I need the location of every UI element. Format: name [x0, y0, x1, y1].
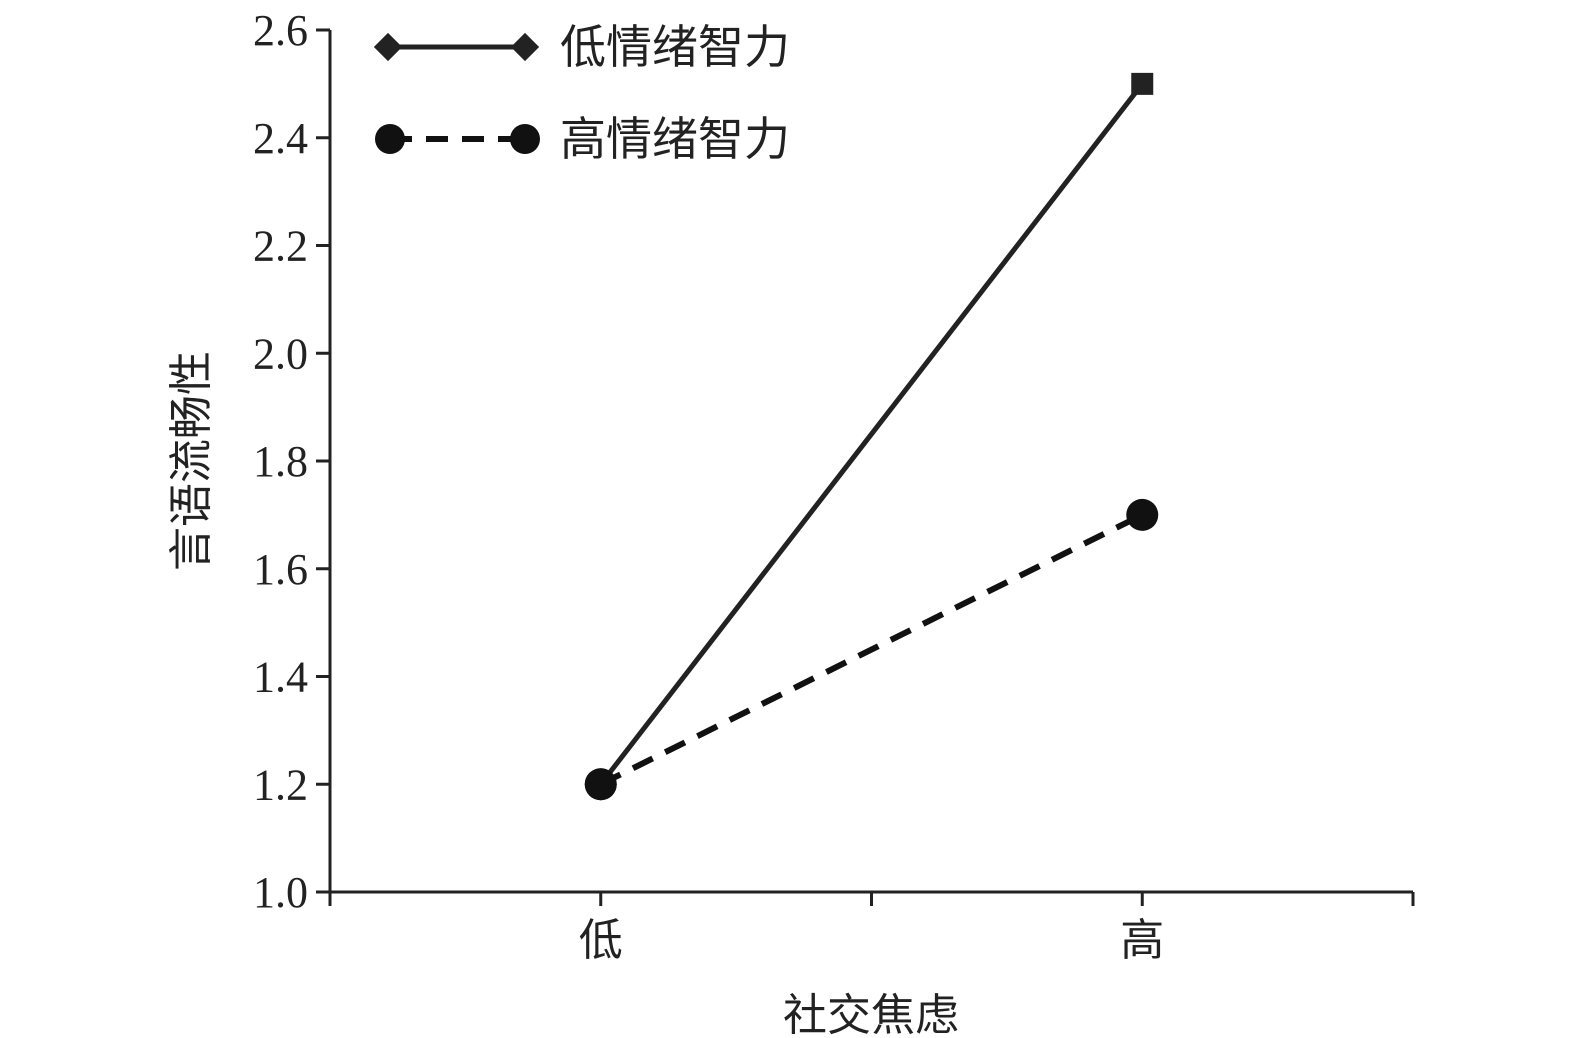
legend: 低情绪智力 高情绪智力 [373, 20, 790, 166]
legend-marker-low-ei-left [373, 32, 403, 62]
y-tick-label: 2.4 [253, 114, 308, 163]
x-ticks: 低高 [328, 892, 1415, 966]
y-tick-label: 2.0 [253, 329, 308, 378]
data-point-high-ei [1126, 498, 1159, 531]
x-tick-label: 高 [1120, 915, 1164, 966]
y-tick-label: 1.4 [253, 653, 308, 702]
data-point-low-ei [1131, 72, 1154, 95]
x-axis-title: 社交焦虑 [783, 990, 959, 1038]
x-tick-label: 低 [579, 915, 623, 966]
data-point-shared [584, 768, 617, 801]
y-tick-label: 1.6 [253, 545, 308, 594]
y-tick-label: 2.6 [253, 6, 308, 55]
legend-label-high-ei: 高情绪智力 [560, 112, 790, 166]
y-tick-label: 1.0 [253, 868, 308, 917]
y-tick-label: 1.2 [253, 760, 308, 809]
legend-label-low-ei: 低情绪智力 [560, 20, 790, 74]
series-line-high-ei [599, 512, 1144, 787]
legend-marker-low-ei-right [510, 32, 540, 62]
y-tick-label: 1.8 [253, 437, 308, 486]
y-axis-title: 言语流畅性 [166, 351, 217, 571]
legend-marker-high-ei-right [510, 124, 540, 154]
y-ticks: 1.0 1.2 1.4 1.6 1.8 2.0 2.2 2.4 2.6 [253, 6, 330, 917]
y-tick-label: 2.2 [253, 222, 308, 271]
series-layer [584, 72, 1159, 801]
legend-marker-high-ei-left [375, 124, 405, 154]
series-line-low-ei [598, 82, 1145, 786]
